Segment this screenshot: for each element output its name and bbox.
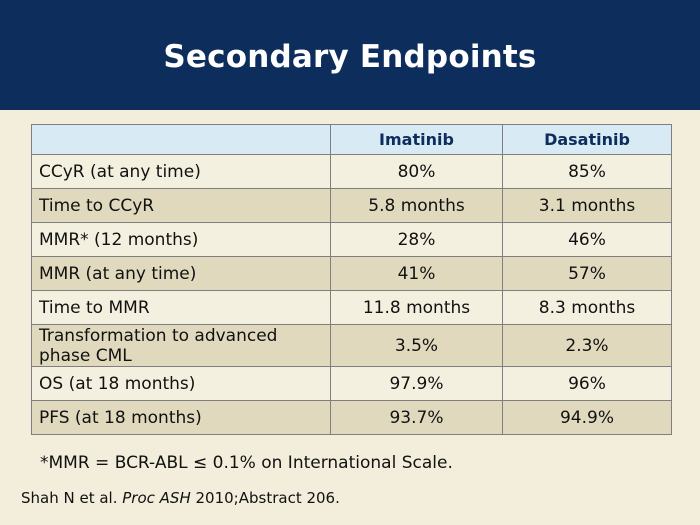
table-row: Transformation to advanced phase CML 3.5%… [31, 324, 672, 367]
row-label: Time to MMR [31, 290, 331, 325]
imatinib-value: 3.5% [330, 324, 503, 367]
citation-rest: 2010;Abstract 206. [190, 489, 340, 507]
row-label: CCyR (at any time) [31, 154, 331, 189]
row-label: Time to CCyR [31, 188, 331, 223]
dasatinib-value: 3.1 months [502, 188, 672, 223]
slide-header: Secondary Endpoints [0, 0, 700, 110]
imatinib-value: 41% [330, 256, 503, 291]
imatinib-value: 80% [330, 154, 503, 189]
table-row: MMR* (12 months) 28% 46% [31, 222, 672, 257]
endpoints-table: Imatinib Dasatinib CCyR (at any time) 80… [31, 124, 672, 435]
dasatinib-value: 2.3% [502, 324, 672, 367]
dasatinib-value: 94.9% [502, 400, 672, 435]
table-row: CCyR (at any time) 80% 85% [31, 154, 672, 189]
row-label-line-2: phase CML [39, 345, 132, 366]
row-label-line-1: Transformation to advanced [39, 325, 278, 346]
imatinib-value: 97.9% [330, 366, 503, 401]
dasatinib-value: 57% [502, 256, 672, 291]
imatinib-value: 11.8 months [330, 290, 503, 325]
imatinib-value: 28% [330, 222, 503, 257]
table-row: MMR (at any time) 41% 57% [31, 256, 672, 291]
header-cell-imatinib: Imatinib [330, 124, 503, 155]
row-label: Transformation to advanced phase CML [31, 324, 331, 367]
citation-journal: Proc ASH [122, 489, 191, 507]
table-row: PFS (at 18 months) 93.7% 94.9% [31, 400, 672, 435]
table-row: Time to MMR 11.8 months 8.3 months [31, 290, 672, 325]
table-row: Time to CCyR 5.8 months 3.1 months [31, 188, 672, 223]
dasatinib-value: 96% [502, 366, 672, 401]
slide-title: Secondary Endpoints [163, 39, 537, 75]
row-label: MMR* (12 months) [31, 222, 331, 257]
dasatinib-value: 8.3 months [502, 290, 672, 325]
imatinib-value: 93.7% [330, 400, 503, 435]
row-label: PFS (at 18 months) [31, 400, 331, 435]
imatinib-value: 5.8 months [330, 188, 503, 223]
row-label: OS (at 18 months) [31, 366, 331, 401]
header-cell-dasatinib: Dasatinib [502, 124, 672, 155]
dasatinib-value: 46% [502, 222, 672, 257]
mmr-footnote: *MMR = BCR-ABL ≤ 0.1% on International S… [40, 453, 453, 473]
citation-authors: Shah N et al. [21, 489, 123, 507]
dasatinib-value: 85% [502, 154, 672, 189]
header-cell-blank [31, 124, 331, 155]
table-row: OS (at 18 months) 97.9% 96% [31, 366, 672, 401]
citation: Shah N et al. Proc ASH 2010;Abstract 206… [21, 489, 340, 507]
row-label: MMR (at any time) [31, 256, 331, 291]
table-header-row: Imatinib Dasatinib [31, 124, 672, 155]
